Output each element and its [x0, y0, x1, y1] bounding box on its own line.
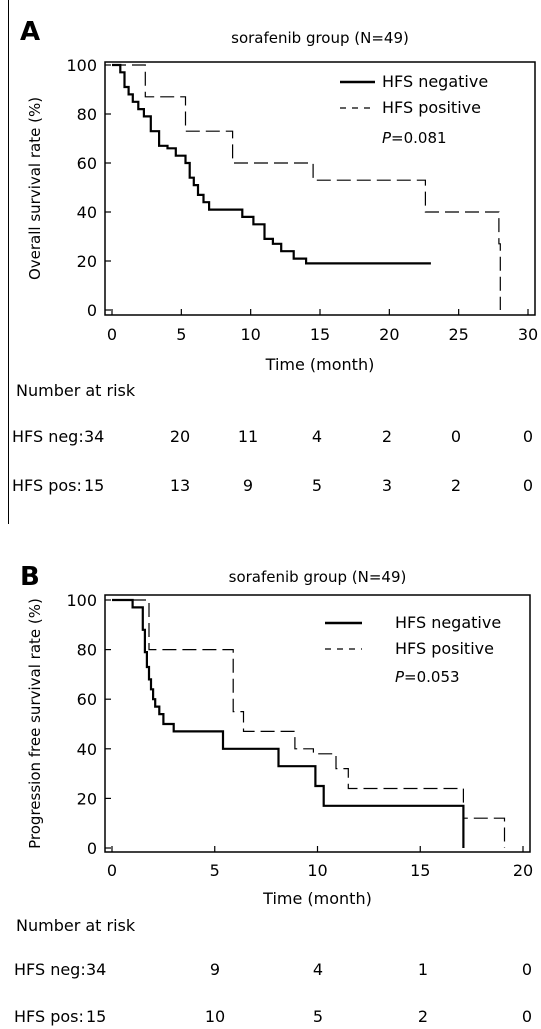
legend-label: HFS negative — [382, 72, 488, 91]
risk-value: 4 — [313, 960, 323, 979]
y-tick-label: 60 — [77, 690, 97, 709]
x-tick-label: 5 — [210, 861, 220, 880]
p-value-number: =0.081 — [391, 129, 447, 147]
p-value-symbol: P — [395, 668, 405, 686]
risk-value: 0 — [523, 476, 533, 495]
risk-value: 2 — [382, 427, 392, 446]
panel-letter: A — [20, 17, 40, 47]
risk-value: 5 — [313, 1007, 323, 1026]
risk-table-title: Number at risk — [16, 916, 136, 935]
series-line-hfs-negative — [112, 598, 465, 848]
x-tick-label: 20 — [379, 325, 399, 344]
p-value-text: P=0.053 — [395, 668, 460, 686]
chart-title: sorafenib group (N=49) — [229, 568, 407, 586]
risk-value: 3 — [382, 476, 392, 495]
risk-value: 1 — [418, 960, 428, 979]
left-divider-line — [8, 0, 9, 524]
risk-value: 0 — [522, 960, 532, 979]
y-axis-label: Progression free survival rate (%) — [26, 598, 44, 849]
x-tick-label: 10 — [240, 325, 260, 344]
risk-value: 11 — [238, 427, 258, 446]
x-axis-label: Time (month) — [265, 355, 375, 374]
chart-title: sorafenib group (N=49) — [231, 29, 409, 47]
risk-row-label: HFS neg: — [14, 960, 86, 979]
panel-letter: B — [20, 562, 40, 592]
risk-value: 10 — [205, 1007, 225, 1026]
x-tick-label: 25 — [448, 325, 468, 344]
x-tick-label: 20 — [513, 861, 533, 880]
x-tick-label: 15 — [410, 861, 430, 880]
risk-value: 9 — [243, 476, 253, 495]
x-tick-label: 0 — [107, 325, 117, 344]
legend-label: HFS negative — [395, 613, 501, 632]
y-tick-label: 80 — [77, 641, 97, 660]
risk-value: 15 — [84, 476, 104, 495]
risk-value: 9 — [210, 960, 220, 979]
y-tick-label: 100 — [66, 56, 97, 75]
risk-value: 4 — [312, 427, 322, 446]
risk-value: 5 — [312, 476, 322, 495]
series-line-hfs-negative — [112, 63, 431, 265]
risk-value: 34 — [84, 427, 104, 446]
y-tick-label: 60 — [77, 154, 97, 173]
risk-value: 13 — [170, 476, 190, 495]
risk-value: 15 — [86, 1007, 106, 1026]
x-tick-label: 0 — [107, 861, 117, 880]
risk-table-title: Number at risk — [16, 381, 136, 400]
p-value-number: =0.053 — [404, 668, 460, 686]
x-tick-label: 15 — [310, 325, 330, 344]
risk-value: 0 — [451, 427, 461, 446]
series-line-hfs-positive — [112, 64, 501, 310]
x-tick-label: 10 — [307, 861, 327, 880]
risk-value: 0 — [523, 427, 533, 446]
y-tick-label: 40 — [77, 203, 97, 222]
y-tick-label: 20 — [77, 252, 97, 271]
y-tick-label: 40 — [77, 740, 97, 759]
x-tick-label: 5 — [176, 325, 186, 344]
x-tick-label: 30 — [518, 325, 538, 344]
legend-label: HFS positive — [382, 98, 481, 117]
risk-row-label: HFS pos: — [12, 476, 82, 495]
y-tick-label: 100 — [66, 591, 97, 610]
y-tick-label: 20 — [77, 789, 97, 808]
risk-row-label: HFS neg: — [12, 427, 84, 446]
risk-value: 0 — [522, 1007, 532, 1026]
risk-value: 2 — [418, 1007, 428, 1026]
p-value-text: P=0.081 — [382, 129, 447, 147]
risk-value: 34 — [86, 960, 106, 979]
risk-value: 2 — [451, 476, 461, 495]
p-value-symbol: P — [382, 129, 392, 147]
y-tick-label: 0 — [87, 839, 97, 858]
legend-label: HFS positive — [395, 639, 494, 658]
y-tick-label: 0 — [87, 301, 97, 320]
series-line-hfs-positive — [112, 599, 506, 848]
y-axis-label: Overall survival rate (%) — [26, 97, 44, 280]
risk-row-label: HFS pos: — [14, 1007, 84, 1026]
risk-value: 20 — [170, 427, 190, 446]
x-axis-label: Time (month) — [262, 889, 372, 908]
y-tick-label: 80 — [77, 105, 97, 124]
